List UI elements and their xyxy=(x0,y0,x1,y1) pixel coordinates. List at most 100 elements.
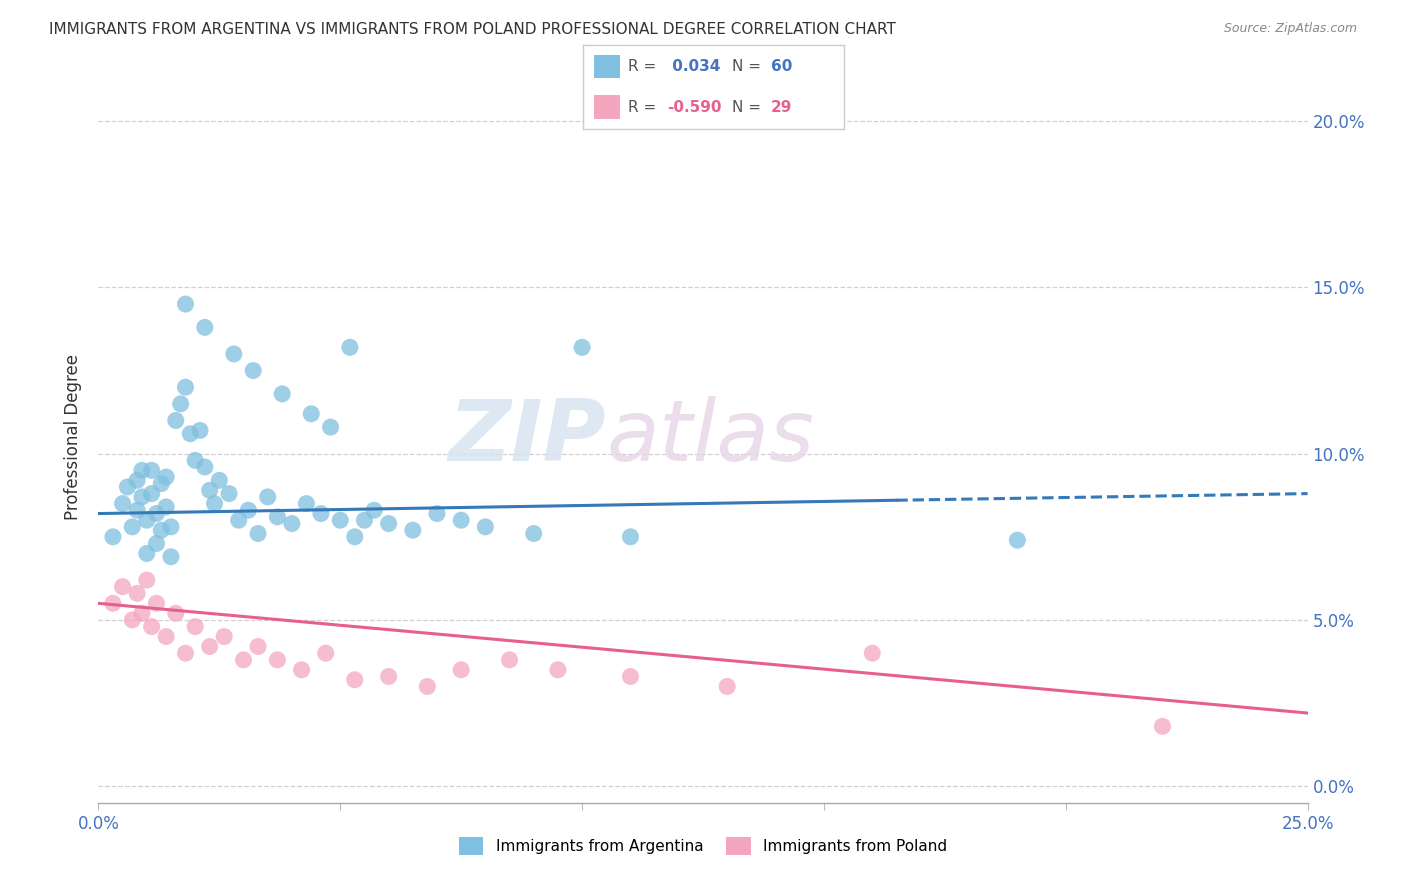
Text: ZIP: ZIP xyxy=(449,395,606,479)
Point xyxy=(450,513,472,527)
Point xyxy=(165,413,187,427)
Point xyxy=(111,497,134,511)
Point xyxy=(498,653,520,667)
Point xyxy=(174,297,197,311)
Text: 0.034: 0.034 xyxy=(666,59,720,74)
Point xyxy=(150,476,173,491)
Point xyxy=(145,536,167,550)
Point xyxy=(218,486,240,500)
Point xyxy=(194,460,217,475)
Bar xyxy=(593,95,620,120)
Point xyxy=(266,653,288,667)
Point xyxy=(266,509,288,524)
Point xyxy=(179,426,201,441)
Point xyxy=(416,680,439,694)
Point xyxy=(184,453,207,467)
Text: 29: 29 xyxy=(770,100,792,115)
Point xyxy=(198,483,221,498)
Point xyxy=(155,500,177,514)
Point xyxy=(339,340,361,354)
Point xyxy=(402,523,425,537)
Point xyxy=(101,596,124,610)
Point xyxy=(141,463,163,477)
Point xyxy=(242,363,264,377)
Point xyxy=(169,397,191,411)
Point xyxy=(228,513,250,527)
Point xyxy=(160,520,183,534)
Point xyxy=(1152,719,1174,733)
Y-axis label: Professional Degree: Professional Degree xyxy=(65,354,83,520)
Point xyxy=(1007,533,1029,548)
Point xyxy=(247,526,270,541)
Text: Source: ZipAtlas.com: Source: ZipAtlas.com xyxy=(1223,22,1357,36)
Text: R =: R = xyxy=(627,100,661,115)
Point xyxy=(450,663,472,677)
Point xyxy=(208,473,231,487)
Point xyxy=(377,516,399,531)
Point xyxy=(295,497,318,511)
Point xyxy=(222,347,245,361)
Point xyxy=(184,619,207,633)
Legend: Immigrants from Argentina, Immigrants from Poland: Immigrants from Argentina, Immigrants fr… xyxy=(453,831,953,861)
Point xyxy=(111,580,134,594)
Point xyxy=(204,497,226,511)
Point xyxy=(247,640,270,654)
Point xyxy=(121,613,143,627)
Point xyxy=(212,630,235,644)
Point xyxy=(131,463,153,477)
Point xyxy=(101,530,124,544)
Point xyxy=(155,470,177,484)
Point xyxy=(174,380,197,394)
Point xyxy=(547,663,569,677)
Point xyxy=(571,340,593,354)
Point xyxy=(135,546,157,560)
Point xyxy=(131,607,153,621)
Point xyxy=(141,486,163,500)
Point xyxy=(377,669,399,683)
Point xyxy=(329,513,352,527)
Point xyxy=(343,530,366,544)
Point xyxy=(343,673,366,687)
Point xyxy=(309,507,332,521)
Point xyxy=(271,387,294,401)
Point xyxy=(150,523,173,537)
Point xyxy=(281,516,304,531)
Point xyxy=(188,424,211,438)
Point xyxy=(523,526,546,541)
Point xyxy=(160,549,183,564)
Text: atlas: atlas xyxy=(606,395,814,479)
Text: IMMIGRANTS FROM ARGENTINA VS IMMIGRANTS FROM POLAND PROFESSIONAL DEGREE CORRELAT: IMMIGRANTS FROM ARGENTINA VS IMMIGRANTS … xyxy=(49,22,896,37)
Point xyxy=(145,596,167,610)
Point xyxy=(135,513,157,527)
Point xyxy=(315,646,337,660)
Point xyxy=(363,503,385,517)
Point xyxy=(426,507,449,521)
Point xyxy=(716,680,738,694)
Point xyxy=(131,490,153,504)
Point xyxy=(619,669,641,683)
Point xyxy=(165,607,187,621)
Text: N =: N = xyxy=(731,100,766,115)
Bar xyxy=(593,54,620,78)
Text: 60: 60 xyxy=(770,59,792,74)
Point xyxy=(860,646,883,660)
Point xyxy=(127,473,149,487)
Point xyxy=(194,320,217,334)
Point xyxy=(256,490,278,504)
Text: R =: R = xyxy=(627,59,661,74)
Point xyxy=(135,573,157,587)
Point xyxy=(238,503,260,517)
Point xyxy=(174,646,197,660)
Point xyxy=(121,520,143,534)
Text: -0.590: -0.590 xyxy=(666,100,721,115)
Point xyxy=(319,420,342,434)
Point xyxy=(299,407,322,421)
Point xyxy=(198,640,221,654)
Point xyxy=(141,619,163,633)
Point xyxy=(117,480,139,494)
Point xyxy=(290,663,312,677)
Point xyxy=(127,586,149,600)
Point xyxy=(619,530,641,544)
Point xyxy=(145,507,167,521)
Text: N =: N = xyxy=(731,59,766,74)
